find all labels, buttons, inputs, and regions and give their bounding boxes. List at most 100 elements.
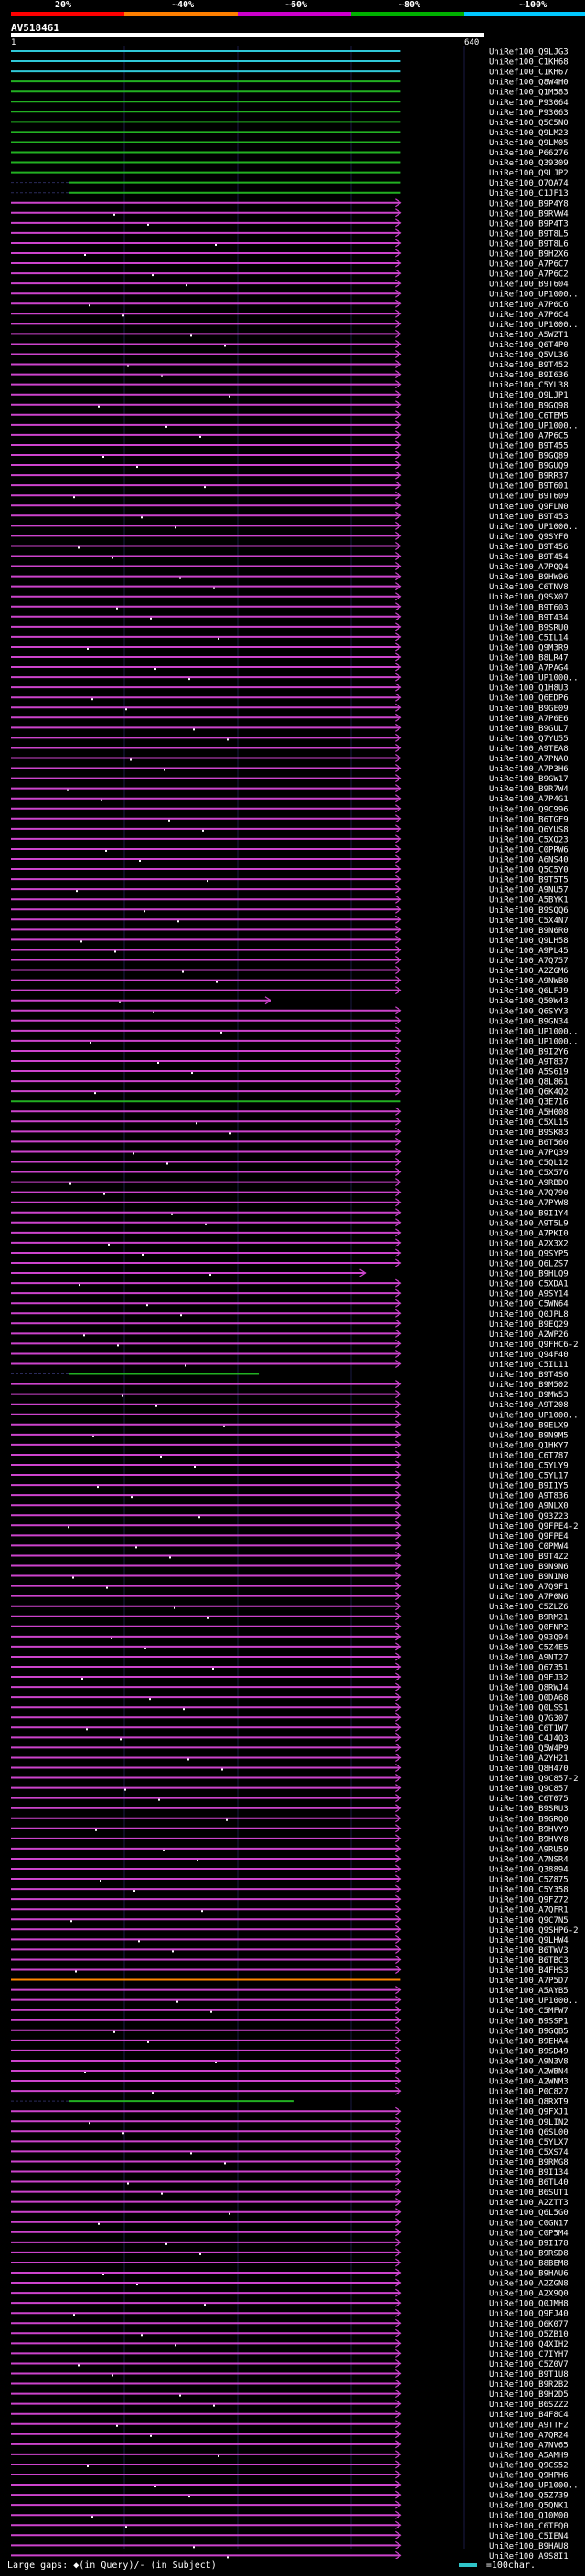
hit-row[interactable]: UniRef100_Q9C7N5 [11, 1914, 569, 1925]
hit-row[interactable]: UniRef100_Q6EDP6 [11, 693, 569, 704]
hit-label[interactable]: UniRef100_A9RBD0 [489, 1179, 569, 1188]
hit-row[interactable]: UniRef100_A7P0N6 [11, 1592, 569, 1603]
hit-label[interactable]: UniRef100_B9N6R0 [489, 927, 569, 936]
hit-row[interactable]: UniRef100_Q6LFJ9 [11, 986, 569, 997]
hit-label[interactable]: UniRef100_Q8RWJ4 [489, 1684, 569, 1693]
hit-row[interactable]: UniRef100_C5Z875 [11, 1874, 569, 1885]
hit-label[interactable]: UniRef100_Q9C857 [489, 1785, 569, 1794]
hit-row[interactable]: UniRef100_A7NSR4 [11, 1854, 569, 1865]
hit-row[interactable]: UniRef100_P93063 [11, 109, 569, 118]
hit-label[interactable]: UniRef100_Q9C7N5 [489, 1916, 569, 1925]
hit-label[interactable]: UniRef100_B6SZZ2 [489, 2401, 569, 2410]
hit-row[interactable]: UniRef100_Q5QNK1 [11, 2500, 569, 2511]
hit-row[interactable]: UniRef100_A7NV65 [11, 2440, 569, 2451]
hit-row[interactable]: UniRef100_Q93Z23 [11, 1511, 569, 1521]
hit-label[interactable]: UniRef100_C6T787 [489, 1451, 569, 1460]
hit-row[interactable]: UniRef100_A9NU57 [11, 885, 569, 896]
hit-label[interactable]: UniRef100_B9R2B2 [489, 2380, 569, 2390]
hit-row[interactable]: UniRef100_Q9LH58 [11, 935, 569, 946]
hit-row[interactable]: UniRef100_B4F8C4 [11, 2410, 569, 2421]
hit-label[interactable]: UniRef100_Q9SYP5 [489, 1249, 569, 1258]
hit-label[interactable]: UniRef100_Q5W4P9 [489, 1744, 569, 1754]
hit-label[interactable]: UniRef100_UP1000.. [489, 523, 579, 532]
hit-row[interactable]: UniRef100_C0PRW6 [11, 844, 569, 855]
hit-label[interactable]: UniRef100_C6T075 [489, 1795, 569, 1804]
hit-label[interactable]: UniRef100_Q9FJ32 [489, 1674, 569, 1683]
hit-row[interactable]: UniRef100_B6TWV3 [11, 1945, 569, 1956]
hit-label[interactable]: UniRef100_Q9FLN0 [489, 503, 569, 512]
hit-row[interactable]: UniRef100_B9T601 [11, 481, 569, 492]
hit-row[interactable]: UniRef100_Q9C857 [11, 1784, 569, 1795]
hit-row[interactable]: UniRef100_C0GN17 [11, 2218, 569, 2229]
hit-row[interactable]: UniRef100_A7P6C4 [11, 309, 569, 320]
hit-row[interactable]: UniRef100_A9S8I1 [11, 2550, 569, 2559]
hit-label[interactable]: UniRef100_B9HLQ9 [489, 1270, 569, 1279]
hit-row[interactable]: UniRef100_B9GE09 [11, 703, 569, 714]
hit-row[interactable]: UniRef100_A7P3H6 [11, 764, 569, 775]
hit-label[interactable]: UniRef100_C5XQ23 [489, 835, 569, 844]
hit-label[interactable]: UniRef100_B9T8L6 [489, 239, 569, 249]
hit-row[interactable]: UniRef100_C5X4N7 [11, 915, 569, 926]
hit-label[interactable]: UniRef100_B9R7W4 [489, 785, 569, 794]
hit-row[interactable]: UniRef100_B9SRU3 [11, 1804, 569, 1815]
hit-label[interactable]: UniRef100_B9I2Y6 [489, 1047, 569, 1056]
hit-row[interactable]: UniRef100_C0P5M4 [11, 2228, 569, 2239]
hit-row[interactable]: UniRef100_A9PL45 [11, 945, 569, 956]
hit-label[interactable]: UniRef100_A6NS40 [489, 856, 569, 865]
hit-row[interactable]: UniRef100_B9HLQ9 [11, 1268, 569, 1279]
hit-row[interactable]: UniRef100_Q9FPE4 [11, 1531, 569, 1542]
hit-row[interactable]: UniRef100_Q9LJP2 [11, 169, 569, 178]
hit-label[interactable]: UniRef100_C5Z875 [489, 1876, 569, 1885]
hit-label[interactable]: UniRef100_B6TL40 [489, 2178, 569, 2188]
hit-label[interactable]: UniRef100_UP1000.. [489, 421, 579, 430]
hit-label[interactable]: UniRef100_Q9SX07 [489, 593, 569, 602]
hit-label[interactable]: UniRef100_A9T837 [489, 1058, 569, 1067]
hit-row[interactable]: UniRef100_Q3E716 [11, 1098, 569, 1108]
hit-label[interactable]: UniRef100_A7P6C6 [489, 301, 569, 310]
hit-row[interactable]: UniRef100_B9GQB5 [11, 2026, 569, 2037]
hit-row[interactable]: UniRef100_Q5Z739 [11, 2490, 569, 2501]
hit-row[interactable]: UniRef100_C6T075 [11, 1794, 569, 1805]
hit-row[interactable]: UniRef100_C5MFW7 [11, 2006, 569, 2017]
hit-row[interactable]: UniRef100_A2X3X2 [11, 1238, 569, 1249]
hit-row[interactable]: UniRef100_B9HVY8 [11, 1834, 569, 1845]
hit-row[interactable]: UniRef100_A9T836 [11, 1490, 569, 1501]
hit-label[interactable]: UniRef100_B8LR47 [489, 654, 569, 663]
hit-label[interactable]: UniRef100_B9T4S0 [489, 1371, 569, 1380]
hit-row[interactable]: UniRef100_Q9FPE4-2 [11, 1521, 579, 1532]
hit-row[interactable]: UniRef100_B9I1Y5 [11, 1480, 569, 1491]
hit-label[interactable]: UniRef100_C7IYH7 [489, 2350, 569, 2359]
hit-label[interactable]: UniRef100_A9RU59 [489, 1845, 569, 1854]
hit-label[interactable]: UniRef100_B9M502 [489, 1381, 569, 1390]
hit-row[interactable]: UniRef100_C5YLY9 [11, 1460, 569, 1471]
hit-label[interactable]: UniRef100_Q6L5G0 [489, 2209, 569, 2218]
hit-row[interactable]: UniRef100_B9I178 [11, 2238, 569, 2249]
hit-row[interactable]: UniRef100_A7Q790 [11, 1188, 569, 1199]
hit-label[interactable]: UniRef100_B9H2X6 [489, 250, 569, 260]
hit-row[interactable]: UniRef100_A5H008 [11, 1107, 569, 1118]
hit-row[interactable]: UniRef100_C5YLX7 [11, 2136, 569, 2147]
hit-label[interactable]: UniRef100_B9RSD8 [489, 2249, 569, 2258]
hit-row[interactable]: UniRef100_B9T452 [11, 360, 569, 371]
hit-label[interactable]: UniRef100_B9GW17 [489, 775, 569, 784]
hit-label[interactable]: UniRef100_B9I178 [489, 2239, 569, 2248]
hit-label[interactable]: UniRef100_B9T452 [489, 361, 569, 370]
hit-label[interactable]: UniRef100_A7PNA0 [489, 755, 569, 764]
hit-label[interactable]: UniRef100_A9S8I1 [489, 2552, 569, 2559]
hit-row[interactable]: UniRef100_C5X576 [11, 1168, 569, 1179]
hit-row[interactable]: UniRef100_A2X9Q0 [11, 2288, 569, 2299]
hit-label[interactable]: UniRef100_C5WN64 [489, 1300, 569, 1309]
hit-row[interactable]: UniRef100_UP1000.. [11, 521, 579, 532]
hit-label[interactable]: UniRef100_C5IEN4 [489, 2532, 569, 2541]
hit-row[interactable]: UniRef100_B6TGF9 [11, 814, 569, 825]
hit-label[interactable]: UniRef100_Q93Q94 [489, 1633, 569, 1642]
hit-label[interactable]: UniRef100_Q9LH58 [489, 937, 569, 946]
hit-label[interactable]: UniRef100_A2ZTT3 [489, 2199, 569, 2208]
hit-row[interactable]: UniRef100_B6TBC3 [11, 1955, 569, 1966]
hit-label[interactable]: UniRef100_C5Z0V7 [489, 2360, 569, 2369]
hit-row[interactable]: UniRef100_C5XS74 [11, 2147, 569, 2157]
hit-label[interactable]: UniRef100_C1KH68 [489, 58, 569, 68]
hit-label[interactable]: UniRef100_Q6K077 [489, 2320, 569, 2329]
hit-row[interactable]: UniRef100_B9T5T5 [11, 875, 569, 885]
hit-label[interactable]: UniRef100_Q5Z739 [489, 2492, 569, 2501]
